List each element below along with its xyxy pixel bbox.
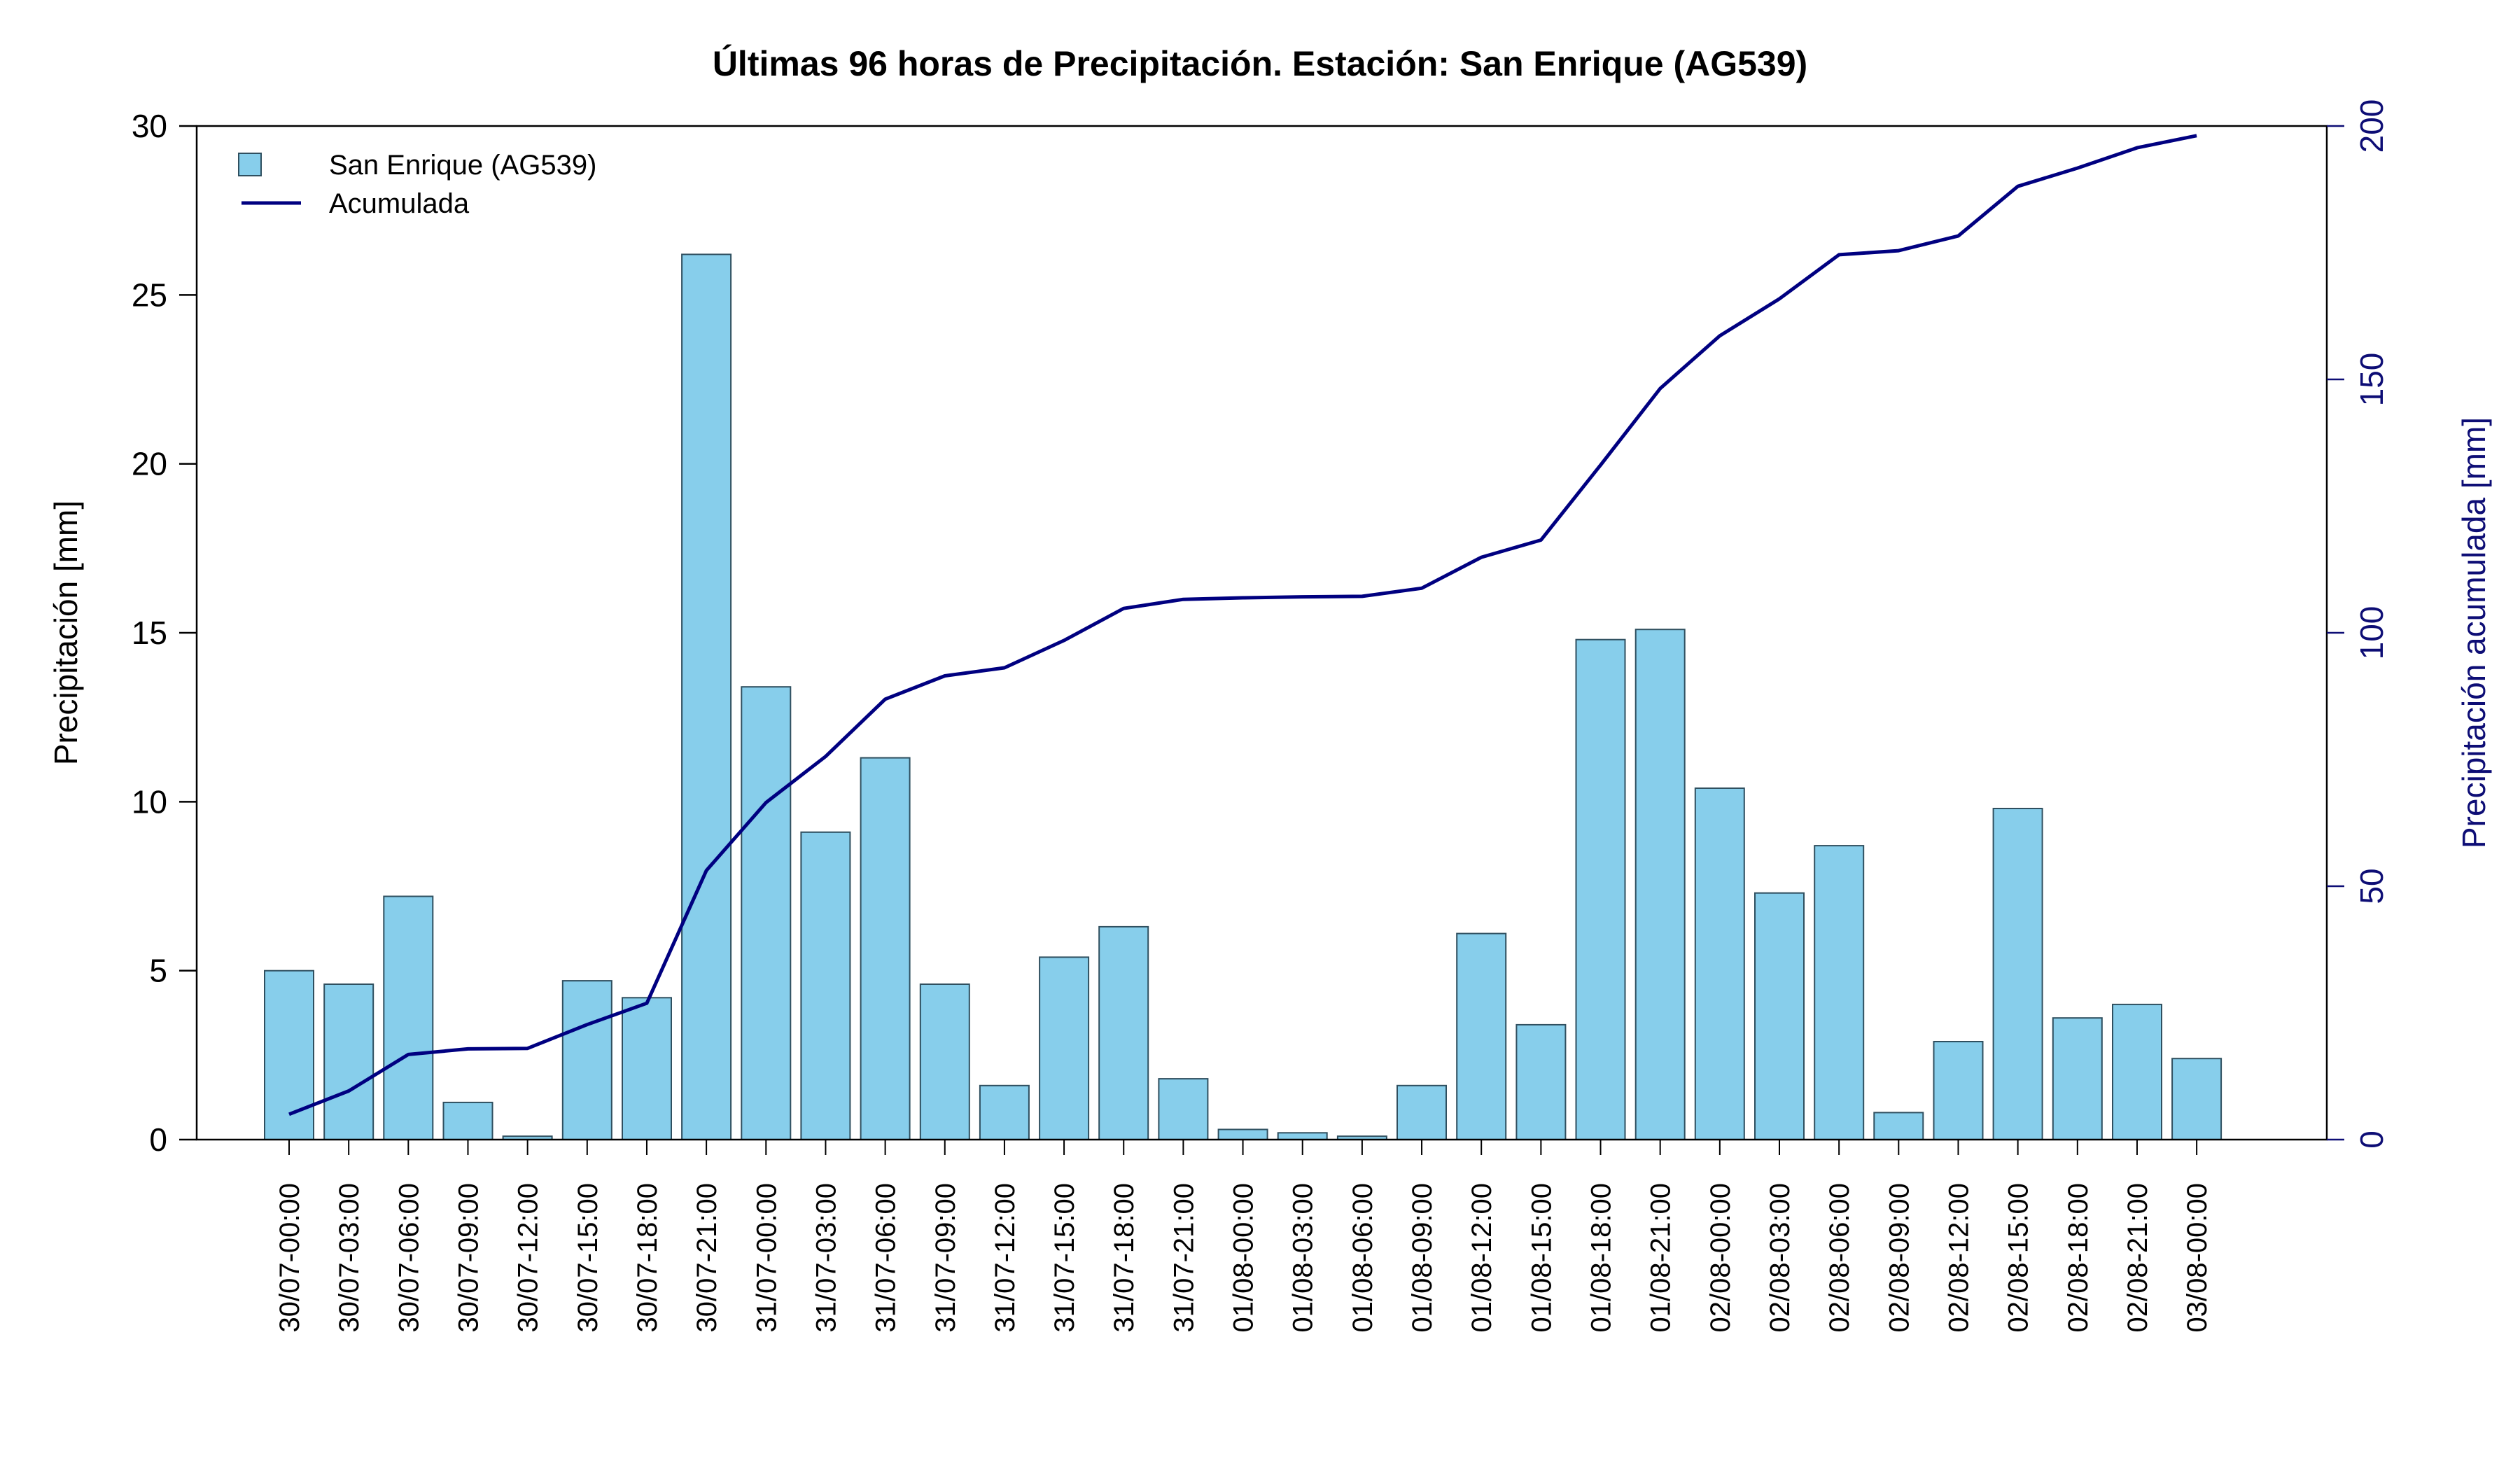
x-tick-label: 31/07-09:00 — [930, 1183, 961, 1333]
x-tick-label: 01/08-00:00 — [1228, 1183, 1259, 1333]
bar-30/07-18:00 — [622, 997, 672, 1141]
x-tick-label: 30/07-03:00 — [334, 1183, 365, 1333]
bar-02/08-21:00 — [2112, 1003, 2162, 1141]
bar-02/08-06:00 — [1814, 845, 1865, 1140]
bar-series — [264, 253, 2222, 1141]
left-tick-label: 25 — [132, 276, 167, 313]
bar-30/07-15:00 — [561, 980, 612, 1140]
bar-31/07-06:00 — [860, 757, 911, 1140]
bar-01/08-21:00 — [1634, 629, 1686, 1140]
bar-31/07-03:00 — [800, 831, 851, 1141]
bar-01/08-18:00 — [1575, 638, 1626, 1140]
right-tick-label: 200 — [2353, 99, 2390, 153]
x-tick-label: 30/07-00:00 — [274, 1183, 305, 1333]
x-tick-label: 02/08-12:00 — [1943, 1183, 1974, 1333]
bar-01/08-15:00 — [1516, 1023, 1567, 1141]
left-tick-label: 20 — [132, 446, 167, 482]
bar-01/08-09:00 — [1396, 1084, 1447, 1141]
x-tick-label: 01/08-09:00 — [1407, 1183, 1438, 1333]
x-tick-label: 02/08-18:00 — [2063, 1183, 2094, 1333]
x-tick-label: 01/08-12:00 — [1466, 1183, 1497, 1333]
legend-bar-label: San Enrique (AG539) — [329, 150, 596, 181]
x-tick-label: 02/08-03:00 — [1765, 1183, 1795, 1333]
cumulative-line-series — [288, 134, 2197, 1116]
right-axis-label: Precipitación acumulada [mm] — [2456, 417, 2492, 848]
legend-line-label: Acumulada — [329, 188, 470, 219]
x-tick-label: 02/08-15:00 — [2003, 1183, 2034, 1333]
left-tick-label: 10 — [132, 783, 167, 820]
x-tick-label: 31/07-03:00 — [811, 1183, 841, 1333]
legend: San Enrique (AG539) Acumulada — [238, 150, 596, 219]
bar-01/08-03:00 — [1277, 1132, 1328, 1141]
x-tick-label: 30/07-09:00 — [453, 1183, 484, 1333]
x-tick-label: 02/08-06:00 — [1824, 1183, 1855, 1333]
bar-02/08-12:00 — [1933, 1041, 1984, 1140]
x-tick-label: 01/08-18:00 — [1586, 1183, 1617, 1333]
left-tick-label: 30 — [132, 108, 167, 144]
x-tick-label: 30/07-21:00 — [692, 1183, 722, 1333]
bar-31/07-09:00 — [919, 983, 970, 1140]
right-tick-label: 100 — [2353, 606, 2390, 660]
left-tick-label: 15 — [132, 615, 167, 651]
x-tick-label: 02/08-00:00 — [1705, 1183, 1736, 1333]
bar-31/07-00:00 — [741, 686, 792, 1140]
bar-01/08-12:00 — [1456, 932, 1507, 1140]
bar-01/08-00:00 — [1217, 1128, 1268, 1140]
x-tick-label: 31/07-18:00 — [1109, 1183, 1140, 1333]
x-tick-label: 01/08-21:00 — [1646, 1183, 1676, 1333]
bar-30/07-21:00 — [681, 253, 732, 1140]
x-axis: 30/07-00:00 30/07-03:00 30/07-06:00 30/07-0… — [274, 1140, 2213, 1333]
legend-bar-swatch — [238, 153, 262, 176]
x-tick-label: 02/08-09:00 — [1884, 1183, 1914, 1333]
left-axis-label: Precipitación [mm] — [48, 500, 84, 765]
x-tick-label: 30/07-18:00 — [632, 1183, 663, 1333]
x-tick-label: 30/07-06:00 — [393, 1183, 424, 1333]
bar-02/08-09:00 — [1873, 1112, 1924, 1141]
x-tick-label: 01/08-06:00 — [1348, 1183, 1378, 1333]
x-tick-label: 31/07-06:00 — [871, 1183, 902, 1333]
right-tick-label: 150 — [2353, 353, 2390, 407]
x-tick-label: 31/07-12:00 — [990, 1183, 1021, 1333]
x-tick-label: 03/08-00:00 — [2182, 1183, 2213, 1333]
bar-30/07-00:00 — [264, 969, 314, 1140]
x-tick-label: 30/07-12:00 — [513, 1183, 544, 1333]
bar-02/08-18:00 — [2052, 1017, 2103, 1140]
bar-30/07-03:00 — [323, 983, 374, 1140]
bar-31/07-12:00 — [979, 1084, 1030, 1141]
x-tick-label: 31/07-15:00 — [1049, 1183, 1080, 1333]
bar-31/07-18:00 — [1098, 925, 1149, 1141]
bar-03/08-00:00 — [2171, 1058, 2222, 1140]
x-tick-label: 31/07-21:00 — [1168, 1183, 1199, 1333]
right-tick-label: 50 — [2353, 868, 2390, 904]
x-tick-label: 30/07-15:00 — [573, 1183, 603, 1333]
bar-30/07-09:00 — [442, 1101, 493, 1141]
right-tick-label: 0 — [2353, 1130, 2390, 1149]
left-y-axis: 0 5 10 15 20 25 30 — [132, 108, 197, 1158]
left-tick-label: 0 — [149, 1121, 167, 1158]
bar-02/08-15:00 — [1992, 808, 2043, 1140]
left-tick-label: 5 — [149, 953, 167, 989]
bar-31/07-21:00 — [1158, 1078, 1209, 1140]
bar-02/08-03:00 — [1754, 892, 1805, 1140]
bar-31/07-15:00 — [1039, 956, 1090, 1141]
x-tick-label: 01/08-15:00 — [1526, 1183, 1557, 1333]
chart-title: Últimas 96 horas de Precipitación. Estac… — [713, 44, 1807, 83]
x-tick-label: 01/08-03:00 — [1288, 1183, 1319, 1333]
bar-02/08-00:00 — [1694, 788, 1745, 1140]
x-tick-label: 31/07-00:00 — [751, 1183, 782, 1333]
x-tick-label: 02/08-21:00 — [2122, 1183, 2153, 1333]
right-y-axis: 0 50 100 150 200 — [2327, 99, 2390, 1149]
cumulative-line — [288, 134, 2197, 1116]
bar-30/07-06:00 — [383, 895, 434, 1140]
